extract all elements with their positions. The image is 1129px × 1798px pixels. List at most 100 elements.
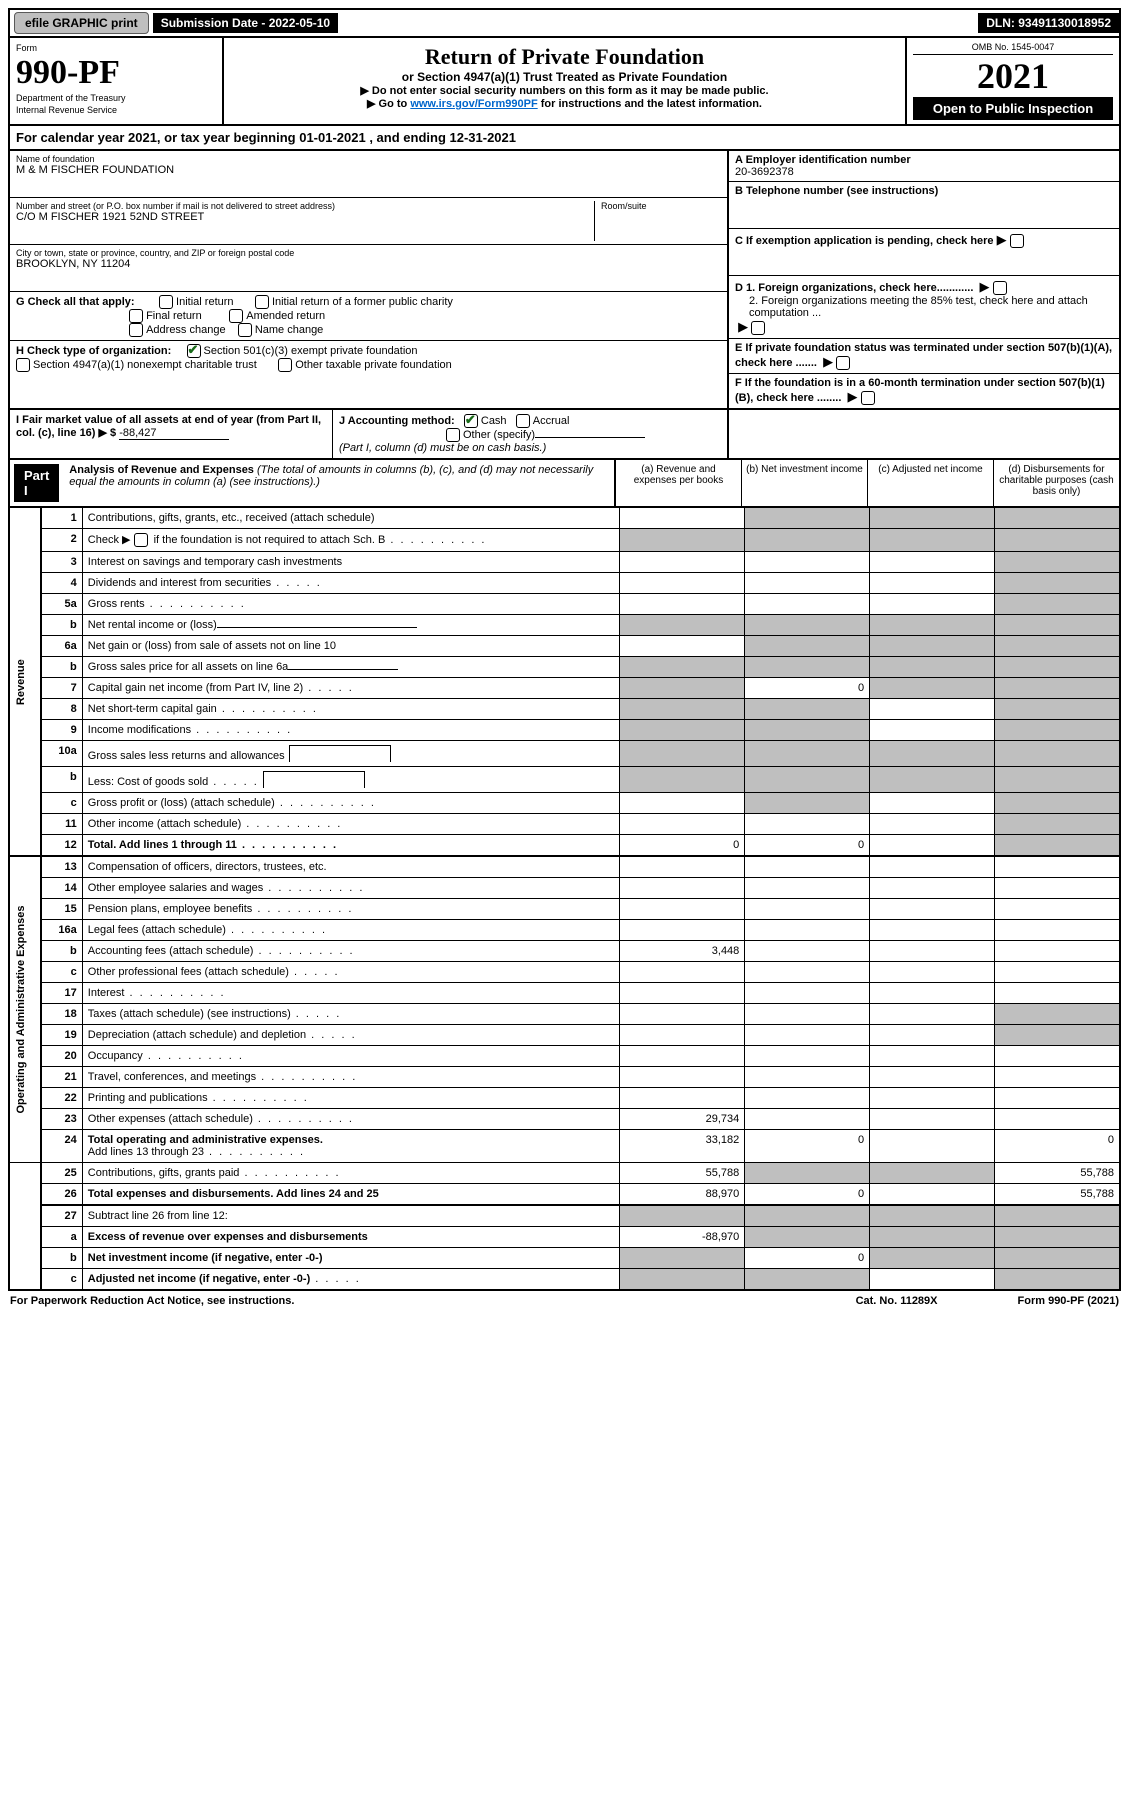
table-row: 23Other expenses (attach schedule)29,734 xyxy=(9,1109,1120,1130)
chk-amended[interactable] xyxy=(229,309,243,323)
chk-d2[interactable] xyxy=(751,321,765,335)
form-footer: Form 990-PF (2021) xyxy=(1018,1295,1119,1307)
table-row: 8Net short-term capital gain xyxy=(9,699,1120,720)
header-left: Form 990-PF Department of the Treasury I… xyxy=(10,38,224,124)
chk-other-method[interactable] xyxy=(446,428,460,442)
section-f: F If the foundation is in a 60-month ter… xyxy=(729,374,1119,408)
table-row: aExcess of revenue over expenses and dis… xyxy=(9,1227,1120,1248)
city-cell: City or town, state or province, country… xyxy=(10,245,727,292)
table-row: 9Income modifications xyxy=(9,720,1120,741)
paperwork-notice: For Paperwork Reduction Act Notice, see … xyxy=(10,1295,294,1307)
expenses-side-label: Operating and Administrative Expenses xyxy=(9,856,41,1163)
table-row: 22Printing and publications xyxy=(9,1088,1120,1109)
form-title: Return of Private Foundation xyxy=(230,44,899,70)
dln: DLN: 93491130018952 xyxy=(978,13,1119,33)
chk-cash[interactable] xyxy=(464,414,478,428)
col-c-head: (c) Adjusted net income xyxy=(867,460,993,506)
chk-initial-return[interactable] xyxy=(159,295,173,309)
form-header: Form 990-PF Department of the Treasury I… xyxy=(8,38,1121,126)
city-state-zip: BROOKLYN, NY 11204 xyxy=(16,258,721,270)
table-row: 15Pension plans, employee benefits xyxy=(9,899,1120,920)
fmv-value: -88,427 xyxy=(119,427,229,440)
instr-1: ▶ Do not enter social security numbers o… xyxy=(230,84,899,97)
table-row: 7Capital gain net income (from Part IV, … xyxy=(9,678,1120,699)
part1-table: Revenue 1 Contributions, gifts, grants, … xyxy=(8,508,1121,1291)
table-row: 17Interest xyxy=(9,983,1120,1004)
irs-link[interactable]: www.irs.gov/Form990PF xyxy=(410,98,537,110)
section-i: I Fair market value of all assets at end… xyxy=(10,410,333,458)
chk-e[interactable] xyxy=(836,356,850,370)
table-row: 14Other employee salaries and wages xyxy=(9,878,1120,899)
table-row: Operating and Administrative Expenses 13… xyxy=(9,856,1120,878)
omb: OMB No. 1545-0047 xyxy=(913,42,1113,55)
efile-print-button[interactable]: efile GRAPHIC print xyxy=(14,12,149,34)
chk-f[interactable] xyxy=(861,391,875,405)
calendar-year: For calendar year 2021, or tax year begi… xyxy=(8,126,1121,151)
table-row: 12Total. Add lines 1 through 1100 xyxy=(9,835,1120,857)
table-row: 25Contributions, gifts, grants paid55,78… xyxy=(9,1163,1120,1184)
form-word: Form xyxy=(16,43,37,53)
foundation-name: M & M FISCHER FOUNDATION xyxy=(16,164,721,176)
info-grid: Name of foundation M & M FISCHER FOUNDAT… xyxy=(8,151,1121,410)
table-row: 24Total operating and administrative exp… xyxy=(9,1130,1120,1163)
table-row: cGross profit or (loss) (attach schedule… xyxy=(9,793,1120,814)
header-mid: Return of Private Foundation or Section … xyxy=(224,38,905,124)
table-row: 3Interest on savings and temporary cash … xyxy=(9,552,1120,573)
chk-initial-former[interactable] xyxy=(255,295,269,309)
chk-final-return[interactable] xyxy=(129,309,143,323)
section-e: E If private foundation status was termi… xyxy=(729,339,1119,374)
top-bar: efile GRAPHIC print Submission Date - 20… xyxy=(8,8,1121,38)
open-public: Open to Public Inspection xyxy=(913,97,1113,120)
col-d-head: (d) Disbursements for charitable purpose… xyxy=(993,460,1119,506)
tax-year: 2021 xyxy=(913,55,1113,97)
chk-address-change[interactable] xyxy=(129,323,143,337)
foundation-name-cell: Name of foundation M & M FISCHER FOUNDAT… xyxy=(10,151,727,198)
chk-4947a1[interactable] xyxy=(16,358,30,372)
section-g: G Check all that apply: Initial return I… xyxy=(10,292,727,341)
header-right: OMB No. 1545-0047 2021 Open to Public In… xyxy=(905,38,1119,124)
col-b-head: (b) Net investment income xyxy=(741,460,867,506)
address: C/O M FISCHER 1921 52ND STREET xyxy=(16,211,594,223)
chk-name-change[interactable] xyxy=(238,323,252,337)
form-number: 990-PF xyxy=(16,54,120,91)
chk-501c3[interactable] xyxy=(187,344,201,358)
table-row: 27Subtract line 26 from line 12: xyxy=(9,1205,1120,1227)
revenue-side-label: Revenue xyxy=(9,508,41,856)
section-c: C If exemption application is pending, c… xyxy=(729,229,1119,276)
cat-no: Cat. No. 11289X xyxy=(856,1295,938,1307)
table-row: bNet rental income or (loss) xyxy=(9,615,1120,636)
table-row: 11Other income (attach schedule) xyxy=(9,814,1120,835)
page-footer: For Paperwork Reduction Act Notice, see … xyxy=(8,1291,1121,1311)
table-row: 18Taxes (attach schedule) (see instructi… xyxy=(9,1004,1120,1025)
section-b: B Telephone number (see instructions) xyxy=(729,182,1119,229)
address-cell: Number and street (or P.O. box number if… xyxy=(10,198,727,245)
table-row: Revenue 1 Contributions, gifts, grants, … xyxy=(9,508,1120,529)
section-j: J Accounting method: Cash Accrual Other … xyxy=(333,410,727,458)
room-suite-label: Room/suite xyxy=(601,201,721,211)
chk-accrual[interactable] xyxy=(516,414,530,428)
chk-c[interactable] xyxy=(1010,234,1024,248)
part1-title-cell: Part I Analysis of Revenue and Expenses … xyxy=(10,460,615,506)
part1-label: Part I xyxy=(14,464,59,502)
chk-other-taxable[interactable] xyxy=(278,358,292,372)
table-row: 4Dividends and interest from securities xyxy=(9,573,1120,594)
section-d: D 1. Foreign organizations, check here..… xyxy=(729,276,1119,339)
section-h: H Check type of organization: Section 50… xyxy=(10,341,727,387)
section-ij: I Fair market value of all assets at end… xyxy=(8,410,1121,460)
section-a: A Employer identification number 20-3692… xyxy=(729,151,1119,182)
ein: 20-3692378 xyxy=(735,166,794,178)
table-row: bAccounting fees (attach schedule)3,448 xyxy=(9,941,1120,962)
table-row: 26Total expenses and disbursements. Add … xyxy=(9,1184,1120,1206)
chk-schb[interactable] xyxy=(134,533,148,547)
table-row: 16aLegal fees (attach schedule) xyxy=(9,920,1120,941)
form-subtitle: or Section 4947(a)(1) Trust Treated as P… xyxy=(230,70,899,84)
instr-2: ▶ Go to www.irs.gov/Form990PF for instru… xyxy=(230,97,899,110)
chk-d1[interactable] xyxy=(993,281,1007,295)
table-row: 21Travel, conferences, and meetings xyxy=(9,1067,1120,1088)
irs: Internal Revenue Service xyxy=(16,105,117,115)
info-left: Name of foundation M & M FISCHER FOUNDAT… xyxy=(10,151,727,408)
submission-date: Submission Date - 2022-05-10 xyxy=(153,13,338,33)
table-row: 6aNet gain or (loss) from sale of assets… xyxy=(9,636,1120,657)
table-row: cOther professional fees (attach schedul… xyxy=(9,962,1120,983)
table-row: 19Depreciation (attach schedule) and dep… xyxy=(9,1025,1120,1046)
